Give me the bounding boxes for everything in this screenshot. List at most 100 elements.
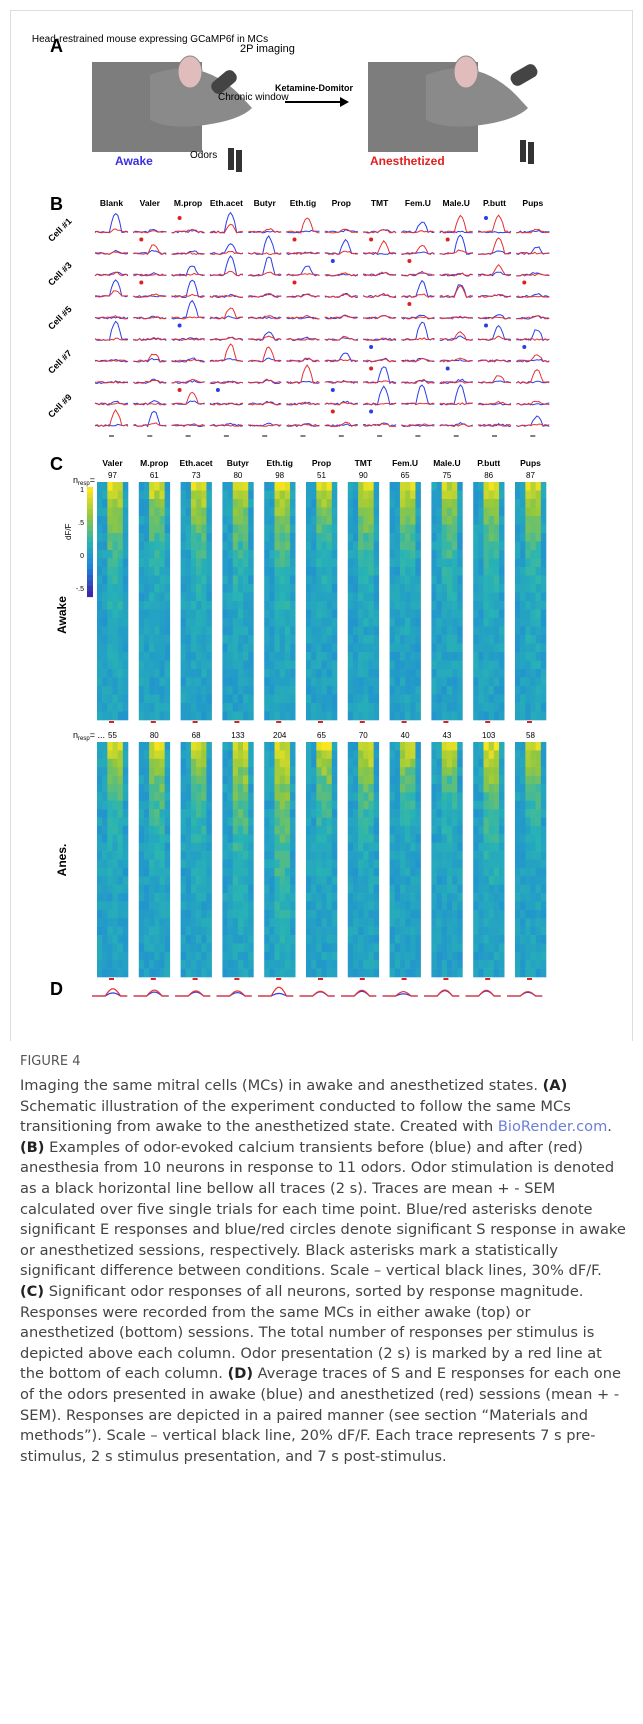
heatmap-cell [280,550,285,559]
heatmap-cell [306,784,311,793]
heatmap-cell [243,818,248,827]
heatmap-cell [348,750,353,759]
heatmap-cell [233,943,238,952]
heatmap-cell [415,686,420,695]
heatmap-cell [363,695,368,704]
heatmap-cell [144,750,149,759]
trace [401,222,434,233]
odor-label: Eth.tig [266,458,292,468]
heatmap-cell [358,635,363,644]
heatmap-cell [311,610,316,619]
heatmap-cell [415,750,420,759]
heatmap-cell [165,918,170,927]
heatmap-cell [390,601,395,610]
heatmap-cell [118,860,123,869]
heatmap-cell [206,901,211,910]
heatmap-cell [484,935,489,944]
heatmap-cell [243,482,248,491]
heatmap-cell [410,767,415,776]
heatmap-cell [332,792,337,801]
heatmap-cell [405,669,410,678]
heatmap-cell [275,885,280,894]
heatmap-cell [327,559,332,568]
heatmap-cell [374,801,379,810]
heatmap-cell [374,584,379,593]
heatmap-cell [478,652,483,661]
heatmap-cell [275,652,280,661]
heatmap-cell [290,776,295,785]
heatmap-cell [97,876,102,885]
heatmap-cell [536,703,541,712]
heatmap-cell [390,767,395,776]
heatmap-cell [437,742,442,751]
heatmap-cell [431,809,436,818]
heatmap-cell [363,661,368,670]
annotation: Odors [190,150,217,161]
heatmap-cell [525,669,530,678]
heatmap-cell [515,851,520,860]
heatmap-cell [206,482,211,491]
heatmap-cell [358,826,363,835]
heatmap-cell [473,750,478,759]
heatmap-cell [358,801,363,810]
heatmap-cell [248,801,253,810]
heatmap-cell [390,759,395,768]
colorbar [87,548,93,554]
heatmap-cell [442,767,447,776]
heatmap-cell [159,491,164,500]
heatmap-cell [311,969,316,978]
heatmap-cell [405,910,410,919]
heatmap-cell [222,860,227,869]
heatmap-cell [306,935,311,944]
heatmap-cell [113,644,118,653]
heatmap-cell [457,784,462,793]
heatmap-cell [97,542,102,551]
heatmap-cell [233,792,238,801]
heatmap-cell [238,686,243,695]
heatmap-cell [186,584,191,593]
heatmap-cell [191,969,196,978]
heatmap-cell [275,533,280,542]
heatmap-cell [363,644,368,653]
heatmap-cell [478,635,483,644]
trace [516,370,549,384]
heatmap-cell [374,542,379,551]
heatmap-cell [159,759,164,768]
heatmap-cell [228,686,233,695]
caption-link[interactable]: BioRender.com [498,1118,607,1135]
heatmap-cell [410,627,415,636]
heatmap-cell [536,516,541,525]
heatmap-cell [473,876,478,885]
heatmap-cell [280,742,285,751]
heatmap-cell [316,584,321,593]
heatmap-cell [248,601,253,610]
heatmap-cell [374,661,379,670]
heatmap-cell [191,550,196,559]
marker [522,281,526,285]
heatmap-cell [222,826,227,835]
heatmap-cell [332,868,337,877]
heatmap-cell [489,601,494,610]
heatmap-cell [144,593,149,602]
heatmap-cell [206,576,211,585]
heatmap-cell [327,969,332,978]
heatmap-cell [390,809,395,818]
heatmap-cell [191,516,196,525]
heatmap-cell [499,635,504,644]
heatmap-cell [238,851,243,860]
heatmap-cell [144,686,149,695]
heatmap-cell [269,851,274,860]
heatmap-cell [332,593,337,602]
heatmap-cell [405,943,410,952]
heatmap-cell [531,885,536,894]
heatmap-cell [327,826,332,835]
heatmap-cell [191,918,196,927]
heatmap-cell [306,550,311,559]
heatmap-cell [144,826,149,835]
cell-label: Cell #3 [46,260,74,288]
response-count: 97 [108,471,117,480]
heatmap-cell [515,742,520,751]
heatmap-cell [473,644,478,653]
heatmap-cell [186,910,191,919]
heatmap-cell [531,826,536,835]
